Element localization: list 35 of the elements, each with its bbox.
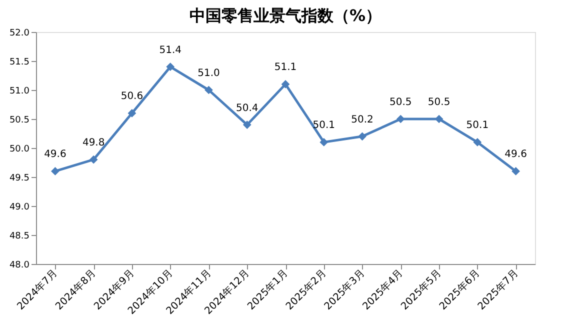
data-label: 51.1: [274, 62, 297, 74]
point: [396, 114, 405, 124]
data-label: 50.6: [120, 91, 144, 102]
y-tick-label: 48.0: [9, 260, 30, 270]
data-label: 50.5: [390, 97, 412, 108]
data-label: 51.4: [159, 44, 182, 56]
point: [281, 80, 290, 88]
y-tick-label: 52.0: [9, 28, 30, 38]
data-label: 50.1: [466, 120, 489, 132]
data-label: 50.2: [351, 114, 374, 126]
point: [358, 132, 366, 141]
y-tick-label: 49.5: [9, 174, 30, 184]
point: [512, 167, 520, 176]
chart-title: 中国零售业景气指数（%）: [189, 6, 382, 25]
point: [242, 120, 252, 129]
data-label: 50.4: [236, 102, 258, 114]
y-tick-label: 48.5: [9, 232, 30, 242]
point: [204, 86, 213, 94]
y-tick-label: 49.0: [9, 202, 30, 212]
y-tick-label: 51.5: [9, 58, 30, 68]
data-label: 49.6: [44, 149, 66, 160]
data-label: 50.1: [312, 120, 336, 132]
point: [51, 167, 60, 176]
y-tick-label: 50.0: [9, 144, 30, 154]
point: [89, 155, 98, 164]
point: [320, 138, 328, 146]
y-tick-label: 50.5: [9, 116, 30, 126]
y-tick-label: 51.0: [9, 86, 30, 96]
point: [473, 138, 482, 146]
point: [166, 62, 175, 71]
data-label: 49.6: [504, 149, 527, 160]
data-label: 49.8: [82, 138, 105, 149]
data-label: 50.5: [428, 97, 450, 108]
data-label: 51.0: [198, 68, 220, 79]
point: [128, 109, 136, 118]
